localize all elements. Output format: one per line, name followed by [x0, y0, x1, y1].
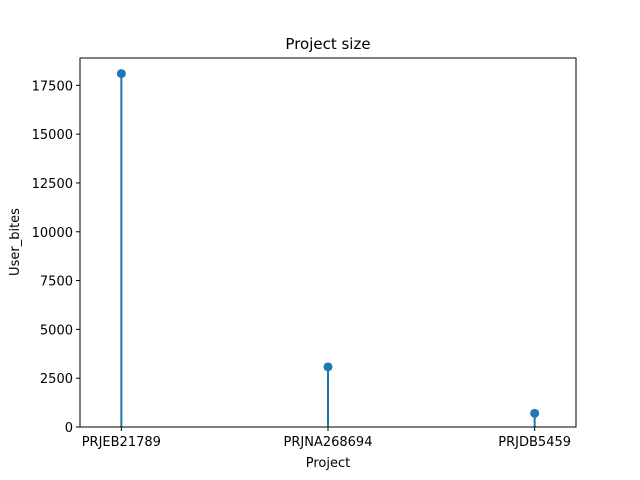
- x-tick-label: PRJEB21789: [82, 435, 161, 450]
- y-axis-ticks: 0 2500 5000 7500 10000 12500 15000 17500: [32, 79, 80, 436]
- x-tick-label: PRJDB5459: [498, 435, 571, 450]
- x-tick-label: PRJNA268694: [284, 435, 373, 450]
- plot-frame: [79, 57, 577, 428]
- y-tick-label: 12500: [32, 177, 73, 192]
- y-tick-label: 7500: [40, 275, 73, 290]
- x-axis-label: Project: [306, 456, 350, 471]
- y-tick-label: 0: [65, 421, 73, 436]
- stem-series: [116, 69, 540, 427]
- stem-marker: [323, 362, 333, 372]
- chart-title: Project size: [285, 35, 370, 53]
- y-tick-label: 2500: [40, 372, 73, 387]
- y-tick-label: 5000: [40, 323, 73, 338]
- stem-marker: [116, 69, 126, 79]
- y-tick-label: 17500: [32, 79, 73, 94]
- x-axis-ticks: PRJEB21789 PRJNA268694 PRJDB5459: [82, 427, 571, 450]
- y-axis-label: User_bites: [8, 208, 23, 276]
- y-tick-label: 10000: [32, 226, 73, 241]
- y-tick-label: 15000: [32, 128, 73, 143]
- stem-marker: [530, 408, 540, 418]
